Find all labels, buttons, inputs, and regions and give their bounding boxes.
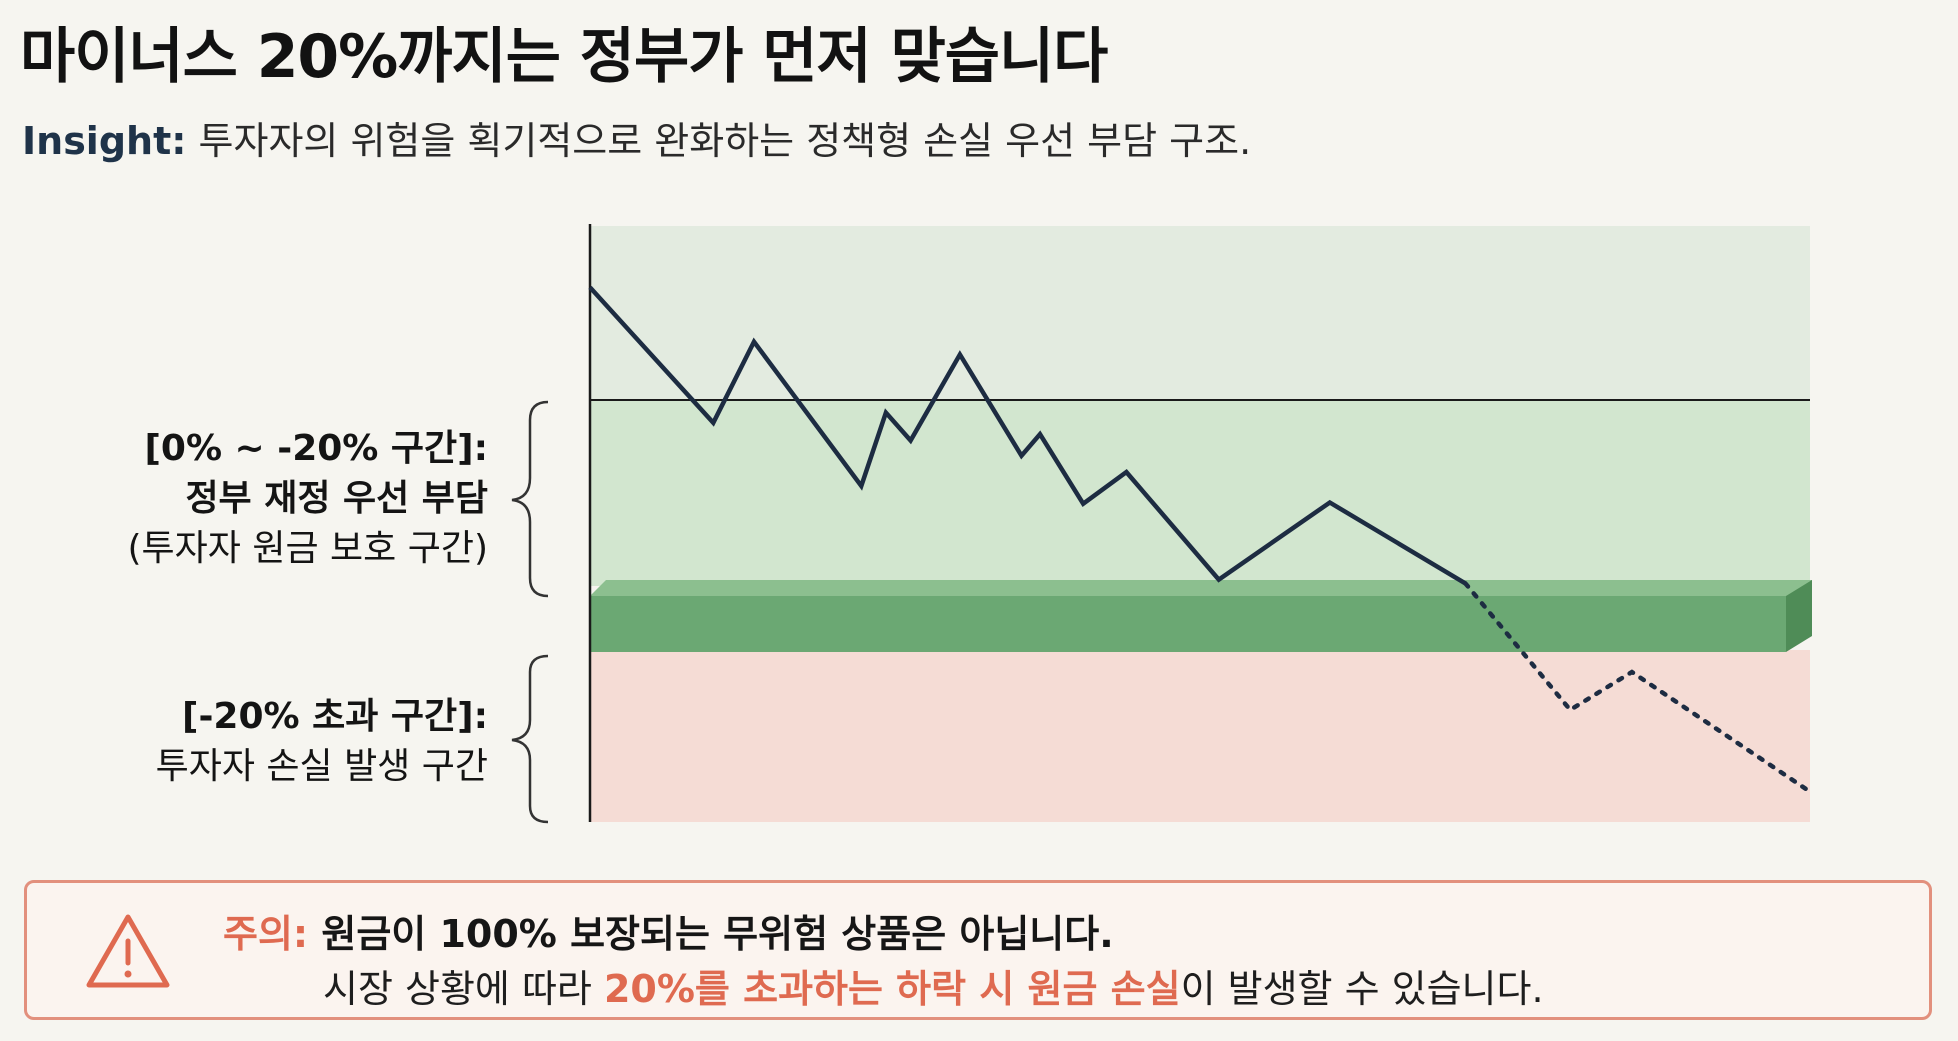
threshold-band-top <box>590 580 1812 596</box>
lower-zone-range: [-20% 초과 구간]: <box>182 696 488 737</box>
upper-zone-range: [0% ~ -20% 구간]: <box>144 428 488 469</box>
warning-label: 주의: <box>223 912 309 956</box>
warning-line-2-post: 이 발생할 수 있습니다. <box>1180 967 1544 1011</box>
warning-line-2-pre: 시장 상황에 따라 <box>323 967 604 1011</box>
warning-line-2-highlight: 20%를 초과하는 하락 시 원금 손실 <box>603 967 1181 1011</box>
series-line-dotted <box>1463 581 1813 795</box>
upper-brace <box>511 400 549 598</box>
lower-zone-title: 투자자 손실 발생 구간 <box>155 746 488 787</box>
loss-structure-chart <box>511 224 1813 824</box>
warning-line-2: 시장 상황에 따라 20%를 초과하는 하락 시 원금 손실이 발생할 수 있습… <box>323 958 1544 1013</box>
warning-main-text: 원금이 100% 보장되는 무위험 상품은 아닙니다. <box>321 912 1114 956</box>
investor-loss-zone <box>590 650 1810 822</box>
upper-zone-annotation: [0% ~ -20% 구간]: 정부 재정 우선 부담 (투자자 원금 보호 구… <box>127 424 488 574</box>
warning-line-1: 주의: 원금이 100% 보장되는 무위험 상품은 아닙니다. <box>223 903 1114 958</box>
insight-text: 투자자의 위험을 획기적으로 완화하는 정책형 손실 우선 부담 구조. <box>198 119 1252 163</box>
upper-zone-note: (투자자 원금 보호 구간) <box>127 528 488 569</box>
lower-zone-annotation: [-20% 초과 구간]: 투자자 손실 발생 구간 <box>156 692 488 792</box>
insight-label: Insight: <box>22 119 187 163</box>
threshold-band <box>590 596 1786 652</box>
warning-triangle-icon <box>86 914 170 988</box>
upper-zone-title: 정부 재정 우선 부담 <box>185 478 488 519</box>
series-line-solid <box>588 285 1467 586</box>
lower-brace <box>511 654 549 824</box>
insight-line: Insight: 투자자의 위험을 획기적으로 완화하는 정책형 손실 우선 부… <box>22 110 1251 165</box>
upper-reference-zone <box>590 226 1810 400</box>
threshold-band-side <box>1786 580 1812 652</box>
page-title: 마이너스 20%까지는 정부가 먼저 맞습니다 <box>20 22 1108 92</box>
warning-box: 주의: 원금이 100% 보장되는 무위험 상품은 아닙니다. 시장 상황에 따… <box>24 880 1932 1020</box>
